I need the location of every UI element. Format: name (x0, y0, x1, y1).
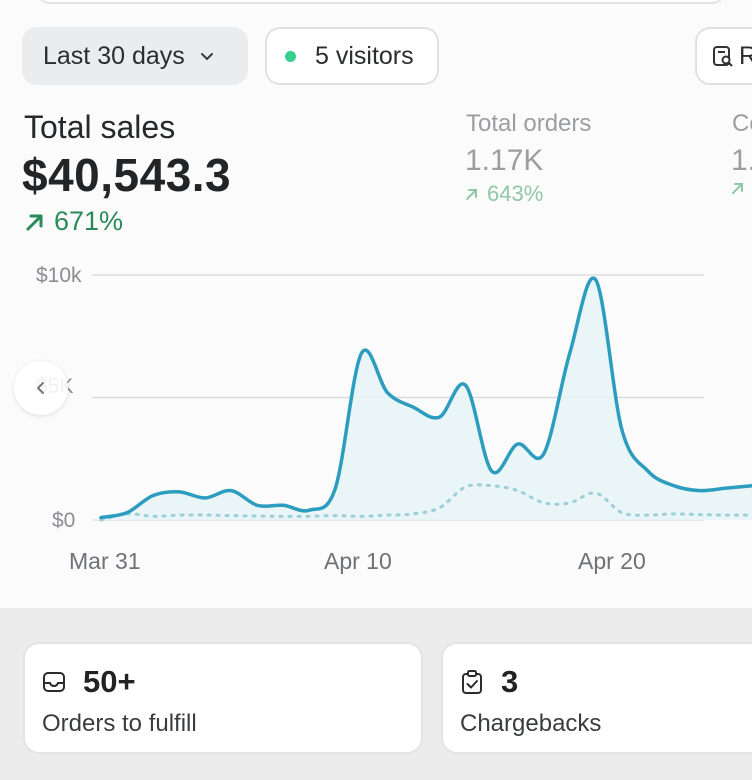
sales-series-line (99, 276, 752, 520)
total-sales-change-value: 671% (54, 206, 124, 236)
chevron-left-icon (37, 382, 44, 394)
y-tick-label: $0 (52, 509, 76, 532)
third-metric-change (731, 181, 752, 195)
x-tick-label: Apr 20 (578, 548, 646, 574)
total-sales-title[interactable]: Total sales (24, 109, 176, 145)
clipboard-check-icon (462, 670, 482, 694)
orders-to-fulfill-tile[interactable]: 50+ Orders to fulfill (23, 642, 423, 754)
top-panel-edge (36, 0, 726, 4)
tile-header: 3 (459, 664, 518, 700)
report-button[interactable]: R (695, 27, 752, 85)
chart-scroll-left-button[interactable] (14, 361, 68, 415)
report-label: R (739, 41, 752, 70)
tile-header: 50+ (41, 664, 136, 700)
chevron-down-icon (200, 53, 213, 60)
arrow-up-right-icon (26, 214, 43, 230)
chargebacks-tile[interactable]: 3 Chargebacks (441, 642, 752, 754)
live-indicator-dot (285, 50, 296, 62)
third-metric-title[interactable]: Co (732, 110, 752, 137)
total-orders-change-value: 643% (487, 181, 544, 206)
arrow-up-right-icon (732, 183, 743, 194)
total-orders-title[interactable]: Total orders (466, 110, 592, 137)
inbox-icon (43, 672, 65, 692)
chargebacks-count: 3 (501, 664, 519, 699)
live-visitors-button[interactable]: 5 visitors (265, 27, 439, 85)
date-range-label: Last 30 days (43, 41, 185, 70)
series-area (101, 278, 752, 520)
total-orders-change: 643% (465, 181, 543, 207)
sales-line-chart[interactable] (0, 255, 752, 595)
total-sales-value: $40,543.3 (22, 149, 232, 201)
total-sales-change: 671% (24, 206, 123, 237)
report-search-icon (713, 46, 733, 67)
y-tick-label: $10k (36, 264, 82, 287)
sales-overview-card: Last 30 days 5 visitors R Total sales $4… (0, 0, 752, 608)
date-range-button[interactable]: Last 30 days (22, 27, 248, 85)
x-tick-label: Apr 10 (324, 548, 392, 574)
comparison-series-line (99, 483, 752, 522)
total-orders-value: 1.17K (465, 144, 544, 177)
visitors-label: 5 visitors (315, 41, 414, 70)
third-metric-value: 1. (731, 144, 752, 177)
x-tick-label: Mar 31 (69, 548, 141, 574)
chargebacks-label: Chargebacks (460, 710, 602, 737)
orders-to-fulfill-count: 50+ (83, 664, 136, 699)
arrow-up-right-icon (466, 189, 477, 200)
orders-to-fulfill-label: Orders to fulfill (42, 710, 197, 737)
